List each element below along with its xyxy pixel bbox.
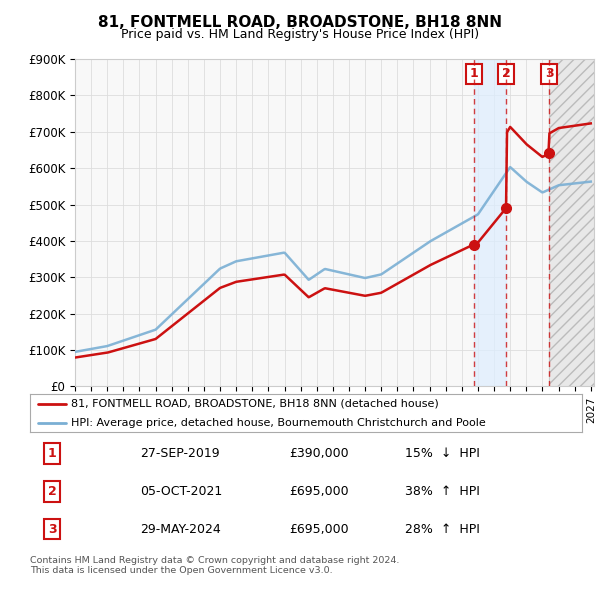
Text: 2: 2 [48, 485, 56, 498]
Text: 81, FONTMELL ROAD, BROADSTONE, BH18 8NN: 81, FONTMELL ROAD, BROADSTONE, BH18 8NN [98, 15, 502, 30]
Text: 29-MAY-2024: 29-MAY-2024 [140, 523, 221, 536]
Text: 1: 1 [469, 67, 478, 80]
Text: Price paid vs. HM Land Registry's House Price Index (HPI): Price paid vs. HM Land Registry's House … [121, 28, 479, 41]
Text: £695,000: £695,000 [289, 523, 349, 536]
Text: 05-OCT-2021: 05-OCT-2021 [140, 485, 223, 498]
Bar [549, 59, 594, 386]
Text: 3: 3 [545, 67, 553, 80]
Text: £390,000: £390,000 [289, 447, 349, 460]
Text: 28%  ↑  HPI: 28% ↑ HPI [406, 523, 480, 536]
Text: Contains HM Land Registry data © Crown copyright and database right 2024.: Contains HM Land Registry data © Crown c… [30, 556, 400, 565]
Text: 3: 3 [48, 523, 56, 536]
Text: £695,000: £695,000 [289, 485, 349, 498]
Text: 38%  ↑  HPI: 38% ↑ HPI [406, 485, 480, 498]
Bar [474, 59, 506, 386]
Text: HPI: Average price, detached house, Bournemouth Christchurch and Poole: HPI: Average price, detached house, Bour… [71, 418, 486, 428]
Text: 27-SEP-2019: 27-SEP-2019 [140, 447, 220, 460]
Text: 15%  ↓  HPI: 15% ↓ HPI [406, 447, 480, 460]
Text: 2: 2 [502, 67, 511, 80]
Text: This data is licensed under the Open Government Licence v3.0.: This data is licensed under the Open Gov… [30, 566, 332, 575]
Text: 1: 1 [48, 447, 56, 460]
Text: 81, FONTMELL ROAD, BROADSTONE, BH18 8NN (detached house): 81, FONTMELL ROAD, BROADSTONE, BH18 8NN … [71, 399, 439, 409]
Bar [549, 59, 594, 386]
